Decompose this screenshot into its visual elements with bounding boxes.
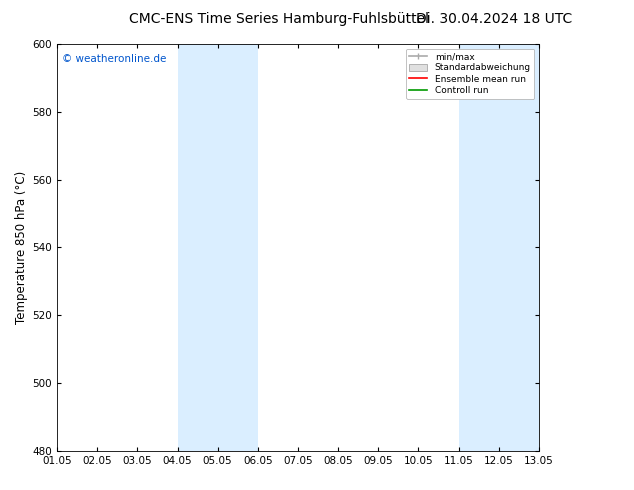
Bar	[458, 44, 539, 451]
Text: CMC-ENS Time Series Hamburg-Fuhlsbüttel: CMC-ENS Time Series Hamburg-Fuhlsbüttel	[129, 12, 429, 26]
Y-axis label: Temperature 850 hPa (°C): Temperature 850 hPa (°C)	[15, 171, 29, 324]
Bar	[178, 44, 258, 451]
Text: © weatheronline.de: © weatheronline.de	[62, 54, 166, 64]
Text: Di. 30.04.2024 18 UTC: Di. 30.04.2024 18 UTC	[417, 12, 573, 26]
Legend: min/max, Standardabweichung, Ensemble mean run, Controll run: min/max, Standardabweichung, Ensemble me…	[406, 49, 534, 98]
